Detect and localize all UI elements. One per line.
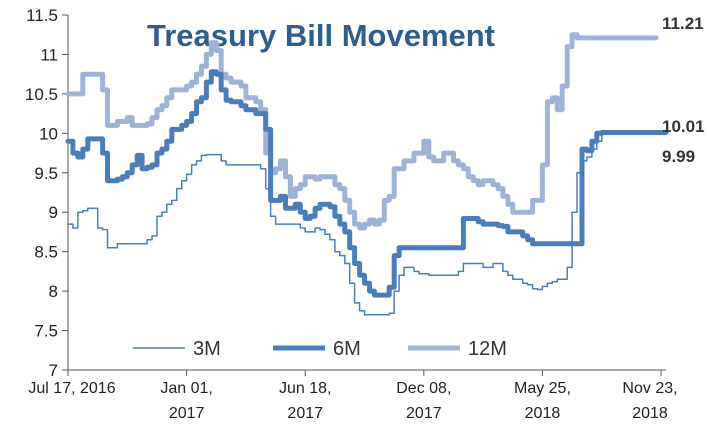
x-tick-label-line2: 2017 xyxy=(406,405,442,422)
x-tick-label-line2: 2017 xyxy=(169,405,205,422)
y-tick-label: 8.5 xyxy=(34,243,58,262)
y-tick-label: 11.5 xyxy=(26,6,58,25)
series-line-6m xyxy=(65,69,669,298)
x-tick-label: Dec 08, xyxy=(396,380,451,397)
legend: 3M 6M 12M xyxy=(133,338,507,360)
y-tick-label: 11 xyxy=(40,45,58,64)
end-labels: 11.21 10.01 9.99 xyxy=(662,14,705,166)
x-tick-label: Jun 18, xyxy=(279,380,331,397)
y-tick-label: 7.5 xyxy=(34,322,58,341)
chart-title: Treasury Bill Movement xyxy=(147,18,495,53)
y-tick-label: 7 xyxy=(49,361,58,380)
y-tick-label: 9 xyxy=(49,203,58,222)
y-tick-label: 9.5 xyxy=(34,164,58,183)
x-tick-label-line2: 2018 xyxy=(525,405,561,422)
x-tick-label: Jul 17, 2016 xyxy=(28,380,115,397)
legend-label-6m: 6M xyxy=(333,338,361,360)
x-tick-label: Jan 01, xyxy=(160,380,212,397)
y-tick-label: 8 xyxy=(49,282,58,301)
legend-label-3m: 3M xyxy=(193,338,221,360)
end-label-6m: 10.01 xyxy=(662,117,705,136)
x-tick-label: May 25, xyxy=(514,380,571,397)
x-tick-label-line2: 2017 xyxy=(287,405,323,422)
series-line-3m xyxy=(67,132,667,316)
series-layer xyxy=(65,32,669,316)
y-tick-label: 10 xyxy=(39,124,58,143)
x-tick-label-line2: 2018 xyxy=(632,405,668,422)
legend-label-12m: 12M xyxy=(468,338,507,360)
end-label-12m: 11.21 xyxy=(662,14,704,33)
axes: 7 7.5 8 8.5 9 9.5 10 10.5 11 11.5 Jul 17, 2016 Jan … xyxy=(25,6,678,422)
y-tick-label: 10.5 xyxy=(25,85,58,104)
end-label-3m: 9.99 xyxy=(662,147,695,166)
series-line-12m xyxy=(65,32,659,231)
x-tick-label: Nov 23, xyxy=(622,380,677,397)
